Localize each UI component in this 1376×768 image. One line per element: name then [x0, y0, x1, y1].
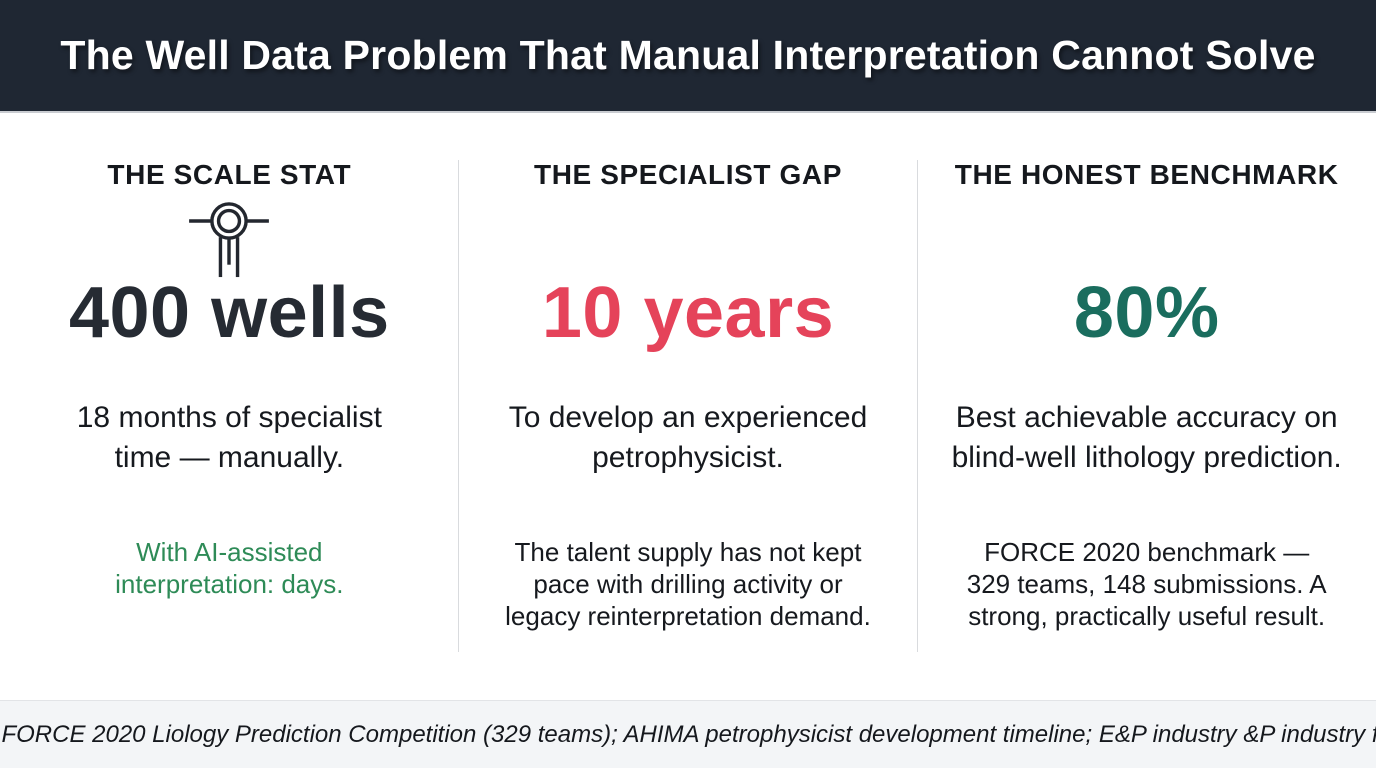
column-divider [458, 160, 459, 652]
stat-note: The talent supply has not kept pace with… [505, 537, 871, 631]
column-heading: THE SPECIALIST GAP [534, 159, 842, 190]
stat-note: FORCE 2020 benchmark — 329 teams, 148 su… [966, 537, 1327, 631]
stat-description: 18 months of specialist time — manually. [76, 401, 382, 474]
stat-description: To develop an experienced petrophysicist… [508, 401, 868, 474]
stat-description: Best achievable accuracy on blind-well l… [951, 401, 1342, 474]
icon-spacer [917, 192, 1376, 274]
stat-value: 10 years [541, 273, 835, 353]
column-specialist-gap: THE SPECIALIST GAP 10 years To develop a… [459, 113, 918, 700]
stats-panel: THE SCALE STAT [0, 113, 1376, 700]
wellhead-icon [181, 202, 277, 278]
column-scale-stat: THE SCALE STAT [0, 113, 459, 700]
icon-spacer [459, 192, 918, 274]
stat-note: With AI-assisted interpretation: days. [115, 537, 344, 599]
footer-bar: Sources: FORCE 2020 Liology Prediction C… [0, 700, 1376, 768]
header-bar: The Well Data Problem That Manual Interp… [0, 0, 1376, 113]
column-honest-benchmark: THE HONEST BENCHMARK 80% Best achievable… [917, 113, 1376, 700]
column-heading: THE HONEST BENCHMARK [954, 159, 1339, 190]
column-divider [917, 160, 918, 652]
stat-value: 400 wells [68, 273, 390, 353]
stat-value: 80% [1073, 273, 1220, 353]
column-heading: THE SCALE STAT [107, 159, 352, 190]
page-title: The Well Data Problem That Manual Interp… [60, 32, 1316, 78]
icon-slot [0, 192, 459, 278]
sources-text: Sources: FORCE 2020 Liology Prediction C… [0, 720, 1376, 748]
